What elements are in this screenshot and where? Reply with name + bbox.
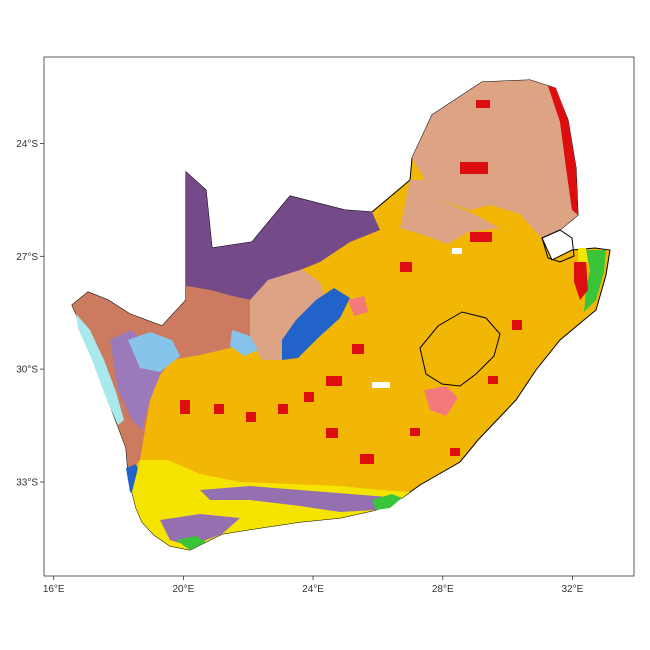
red-patch — [410, 428, 420, 436]
red-patch — [352, 344, 364, 354]
light-blue-patch — [128, 332, 180, 372]
red-patch — [488, 376, 498, 384]
forest-red-strip — [548, 86, 578, 215]
savanna-region-2 — [400, 180, 500, 244]
red-patch — [304, 392, 314, 402]
albany-thicket-east — [584, 250, 606, 312]
red-patch — [180, 400, 190, 414]
y-tick-label: 27°S — [16, 252, 38, 263]
white-patch — [372, 382, 390, 388]
south-africa-vegetation-map — [71, 79, 611, 551]
yellow-strip-east — [578, 248, 588, 262]
eswatini-border — [541, 229, 575, 263]
red-patch — [326, 376, 342, 386]
kalahari-region — [186, 172, 380, 300]
pink-patch — [424, 386, 458, 416]
red-patch — [360, 454, 374, 464]
red-patch — [476, 100, 490, 108]
lesotho-border — [419, 311, 501, 387]
red-patch — [278, 404, 288, 414]
x-tick-label: 32°E — [562, 584, 584, 595]
fynbos-purple-band — [200, 486, 400, 512]
forest-red-patch-east — [574, 262, 588, 300]
dark-blue-patch — [282, 288, 350, 360]
y-tick-label: 30°S — [16, 365, 38, 376]
fynbos-purple-band-2 — [160, 514, 240, 546]
light-blue-patch-2 — [230, 330, 258, 356]
red-patch — [470, 232, 492, 242]
y-tick-label: 33°S — [16, 477, 38, 488]
west-coast-strip — [76, 314, 124, 425]
x-tick-label: 28°E — [432, 584, 454, 595]
savanna-region-3 — [250, 268, 328, 360]
white-patch-2 — [452, 248, 462, 254]
y-tick-label: 24°S — [16, 139, 38, 150]
x-tick-label: 24°E — [302, 584, 324, 595]
red-patch — [214, 404, 224, 414]
red-patch — [460, 162, 488, 174]
red-patch — [246, 412, 256, 422]
nama-karoo-region — [72, 286, 250, 472]
red-patch — [512, 320, 522, 330]
albany-thicket-patch — [372, 494, 402, 510]
x-tick-label: 20°E — [172, 584, 194, 595]
red-patch — [326, 428, 338, 438]
x-tick-label: 16°E — [43, 584, 65, 595]
red-patch — [400, 262, 412, 272]
x-axis: 16°E 20°E 24°E 28°E 32°E — [43, 576, 584, 595]
y-axis: 24°S 27°S 30°S 33°S — [16, 139, 44, 488]
pink-patch-2 — [348, 296, 368, 316]
red-patches — [180, 100, 522, 464]
savanna-region — [412, 80, 578, 238]
red-patch — [450, 448, 460, 456]
albany-thicket-patch-2 — [176, 536, 206, 550]
